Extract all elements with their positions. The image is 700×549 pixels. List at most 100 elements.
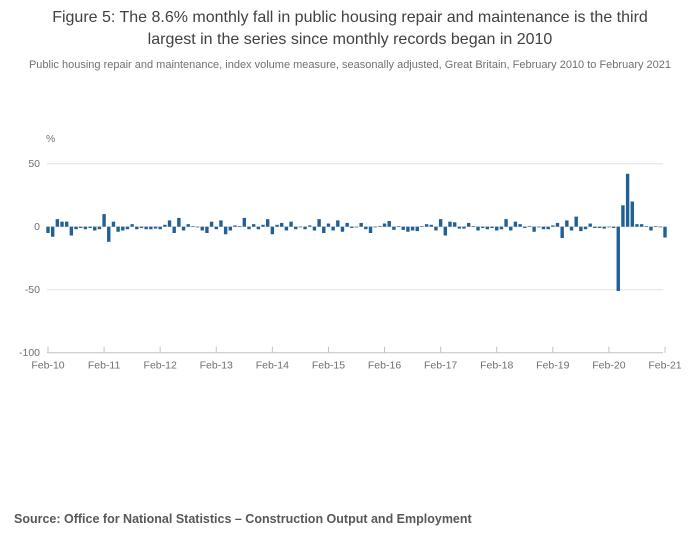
chart-bar (583, 226, 588, 230)
chart-bar (429, 224, 433, 227)
figure-subtitle: Public housing repair and maintenance, i… (28, 59, 672, 71)
chart-bar (368, 226, 373, 233)
chart-bar (350, 226, 354, 228)
chart-bar (223, 226, 228, 235)
chart-bar (644, 226, 648, 227)
chart-bar (466, 222, 471, 227)
chart-bar (280, 222, 284, 227)
bar-chart-svg: Feb-10 Feb-11 Feb-12 Feb-13 Feb-14 Feb-15 Feb-… (19, 133, 682, 372)
chart-bar (284, 226, 289, 231)
chart-bar (177, 217, 181, 227)
chart-bar (354, 226, 359, 228)
chart-bar (663, 226, 667, 238)
chart-bar (625, 173, 630, 227)
source-text: Source: Office for National Statistics –… (14, 512, 472, 526)
chart-bar (214, 226, 218, 230)
chart-bar (415, 226, 419, 232)
chart-bar (373, 226, 377, 228)
chart-bar (336, 220, 340, 227)
chart-bar (88, 226, 92, 228)
chart-bar (256, 226, 261, 230)
chart-bar (144, 226, 148, 230)
chart-bar (462, 226, 466, 229)
chart-bar (55, 219, 60, 227)
chart-bar (93, 226, 97, 231)
chart-bar (167, 220, 172, 227)
chart-bar (401, 226, 405, 230)
chart-bar (476, 226, 480, 231)
chart-bar (471, 226, 476, 227)
chart-bar (616, 226, 620, 291)
chart-bar (340, 226, 345, 232)
chart-bar (345, 222, 349, 227)
chart-bar (181, 226, 186, 231)
chart-bar (574, 216, 578, 227)
chart-bar (209, 221, 214, 227)
x-tick-label: Feb-18 (480, 360, 513, 372)
x-tick-label: Feb-12 (144, 360, 177, 372)
chart-bar (635, 224, 639, 227)
chart-bar (60, 221, 64, 227)
chart-bar (518, 224, 522, 227)
chart-bar (270, 226, 275, 235)
chart-bar (186, 224, 190, 227)
figure-title: Figure 5: The 8.6% monthly fall in publi… (52, 9, 648, 48)
chart-bar (331, 226, 335, 231)
chart-bar (97, 226, 102, 230)
chart-bar (495, 226, 499, 231)
chart-bar (509, 226, 513, 231)
chart-bar (551, 225, 555, 227)
bar-chart: Feb-10 Feb-11 Feb-12 Feb-13 Feb-14 Feb-15 Feb-… (0, 125, 700, 380)
chart-bar (228, 226, 232, 231)
x-tick-label: Feb-14 (256, 360, 289, 372)
x-tick-label: Feb-21 (648, 360, 681, 372)
chart-bar (158, 226, 162, 230)
chart-bar (452, 222, 457, 227)
chart-bar (420, 226, 424, 227)
chart-bar (602, 226, 606, 229)
chart-bar (74, 226, 78, 230)
chart-bar (537, 226, 541, 228)
chart-bar (195, 226, 200, 228)
chart-bar (111, 221, 116, 227)
chart-bar (219, 220, 223, 227)
chart-bar (485, 226, 490, 230)
chart-bar (322, 226, 326, 233)
x-tick-label: Feb-13 (200, 360, 233, 372)
chart-bar (392, 226, 396, 230)
y-tick-label: -100 (19, 347, 40, 359)
chart-bar (424, 224, 429, 227)
chart-bar (569, 226, 574, 231)
chart-bar (593, 226, 597, 228)
chart-bar (513, 221, 518, 227)
chart-bar (233, 225, 237, 227)
chart-bar (434, 226, 438, 231)
y-tick-label: 50 (28, 158, 40, 170)
chart-bar (135, 226, 139, 230)
chart-bar (312, 226, 317, 231)
chart-bar (242, 217, 247, 227)
chart-bar (107, 226, 111, 242)
chart-bar (130, 224, 134, 227)
chart-bar (237, 226, 242, 227)
chart-bar (532, 226, 536, 232)
chart-bar (378, 226, 382, 227)
chart-bar (50, 226, 55, 237)
chart-bar (438, 219, 443, 227)
chart-bar (504, 219, 508, 227)
x-tick-label: Feb-15 (312, 360, 345, 372)
chart-bar (457, 226, 462, 229)
chart-bar (448, 221, 452, 227)
chart-bar (265, 219, 270, 227)
chart-bar (326, 223, 331, 227)
chart-bar (658, 226, 663, 228)
chart-bar (621, 205, 625, 227)
x-tick-label: Feb-17 (424, 360, 457, 372)
y-axis-unit-label: % (46, 133, 55, 145)
chart-bar (579, 226, 583, 232)
chart-bar (630, 201, 634, 227)
chart-bar (308, 225, 312, 227)
chart-bar (588, 223, 592, 227)
chart-bar (83, 226, 88, 230)
chart-bar (205, 226, 209, 233)
